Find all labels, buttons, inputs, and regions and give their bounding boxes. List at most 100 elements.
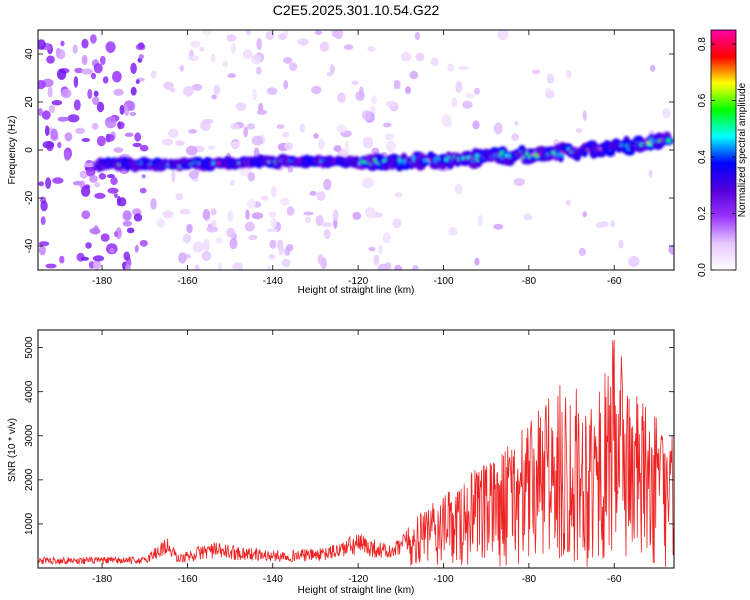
noise-blob [124,132,134,137]
noise-blob [582,211,587,218]
noise-blob [134,132,142,142]
noise-blob [64,150,71,161]
noise-blob [175,193,184,201]
noise-blob [323,229,331,240]
noise-blob [609,220,616,228]
noise-blob [320,257,328,270]
noise-blob [38,80,46,90]
noise-blob [139,239,148,247]
noise-blob [50,128,58,140]
spectrogram-x-label: Height of straight line (km) [298,285,415,296]
noise-blob [244,221,255,232]
noise-blob [75,127,85,134]
noise-blob [351,80,359,86]
noise-blob [578,247,587,256]
noise-blob [462,100,473,109]
colorbar-bar [710,29,737,271]
noise-blob [283,80,289,90]
spectrogram-ridge [93,131,674,173]
noise-blob [188,129,197,134]
spectrogram-y-ticks: -40 -20 0 20 40 [24,48,674,253]
noise-blob [313,133,319,139]
noise-blob [270,218,278,228]
x-tick-label: -80 [522,276,537,287]
noise-blob [242,49,253,60]
noise-blob [227,73,236,78]
noise-blob [226,227,236,238]
noise-blob [207,145,216,151]
noise-blob [162,210,174,219]
noise-blob [394,264,403,270]
noise-blob [156,218,165,229]
noise-blob [385,100,398,108]
noise-blob [183,85,194,97]
noise-blob [333,30,344,40]
noise-blob [231,43,236,54]
noise-blob [546,73,555,84]
noise-blob [51,100,63,106]
noise-blob [232,262,244,270]
noise-blob [141,174,146,179]
noise-blob [316,191,326,201]
noise-blob [57,116,69,122]
noise-blob [210,208,217,216]
noise-blob [180,208,191,215]
noise-blob [38,39,46,50]
colorbar-tick-label: 0.2 [697,206,708,220]
noise-blob [215,237,223,245]
noise-blob [186,223,193,234]
noise-blob [96,101,105,113]
noise-blob [57,141,62,149]
colorbar-label: Normalized spectral amplitude [737,82,748,217]
noise-blob [333,145,342,152]
noise-blob [133,213,143,222]
noise-blob [282,131,290,138]
noise-blob [266,87,278,95]
noise-blob [248,234,258,241]
noise-blob [447,63,454,72]
noise-blob [314,30,323,35]
noise-blob [199,47,205,52]
noise-blob [268,253,276,260]
noise-blob [311,85,322,95]
noise-blob [301,41,306,46]
noise-blob [139,187,147,194]
y-tick-label: -20 [24,190,35,205]
noise-blob [127,101,136,111]
noise-blob [190,40,201,48]
noise-blob [265,30,275,40]
colorbar-ticks: 0.0 0.2 0.4 0.6 0.8 [697,37,736,277]
noise-blob [73,76,79,88]
noise-blob [283,57,293,64]
noise-blob [91,72,96,80]
noise-blob [309,190,317,196]
noise-blob [42,140,55,149]
snr-frame [37,329,675,569]
noise-blob [412,264,419,270]
noise-blob [252,88,257,101]
noise-blob [229,238,238,250]
noise-blob [546,90,555,99]
noise-blob [175,140,185,147]
noise-blob [299,123,306,134]
noise-blob [566,70,572,78]
noise-blob [230,123,240,130]
snr-y-ticks: 1000 2000 3000 4000 5000 [24,336,674,535]
colorbar-tick-label: 0.8 [697,37,708,51]
noise-blob [123,251,130,261]
noise-blob [245,30,252,36]
colorbar-tick-label: 0.4 [697,150,708,164]
noise-blob [56,68,67,80]
colorbar-tick-label: 0.0 [697,263,708,277]
noise-blob [87,88,93,100]
snr-x-label: Height of straight line (km) [298,585,415,596]
noise-blob [304,216,312,224]
noise-blob [245,209,250,220]
ridge-core [553,153,560,157]
noise-blob [474,257,480,266]
noise-blob [247,198,256,209]
noise-blob [104,116,117,129]
noise-blob [319,41,330,52]
noise-blob [373,254,380,266]
